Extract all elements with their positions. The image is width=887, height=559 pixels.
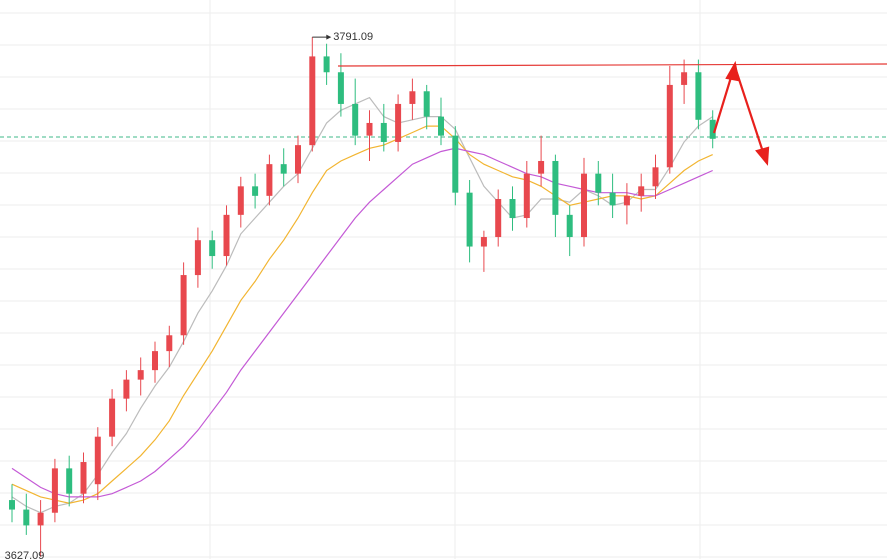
candle-body [409, 91, 416, 104]
candle-body [23, 509, 30, 526]
candle-body [452, 135, 459, 193]
candle-body [395, 103, 402, 142]
arrow-down [734, 69, 765, 153]
candle-body [180, 275, 187, 336]
max-label: 3791.09 [333, 31, 373, 43]
candle-body [595, 173, 602, 193]
candle-body [552, 160, 559, 215]
candle-body [652, 167, 659, 187]
candle-body [309, 56, 316, 146]
candle-body [252, 186, 259, 196]
candle-body [581, 173, 587, 238]
candle-body [337, 72, 344, 104]
candle-body [237, 186, 244, 215]
candle-body [352, 103, 359, 136]
arrow-up [712, 73, 734, 134]
candle-body [438, 116, 444, 136]
arrow-down-head [755, 146, 770, 166]
candle-body [623, 195, 630, 206]
max-leader-head [326, 34, 332, 40]
candle-body [194, 240, 201, 276]
candle-body [166, 335, 173, 352]
candle-body [609, 192, 616, 206]
min-label: 3627.09 [5, 550, 45, 559]
candle-body [109, 398, 116, 437]
candle-body [538, 160, 545, 174]
candle-body [366, 122, 373, 136]
candle-body [137, 370, 144, 380]
labels: 3791.09 3627.09 [5, 31, 373, 559]
plot [9, 37, 716, 557]
candle-body [66, 468, 73, 494]
candle-body [466, 192, 473, 247]
candle-body [80, 462, 87, 494]
candle-body [423, 91, 430, 117]
ma-line [11, 147, 713, 498]
candle-body [295, 145, 301, 174]
candle-body [695, 72, 702, 120]
candle-body [566, 214, 573, 238]
candle-body [523, 173, 530, 219]
candle-body [152, 351, 158, 371]
candle-body [509, 199, 516, 219]
candle-body [209, 240, 216, 257]
candle-body [638, 186, 645, 196]
candle-body [123, 379, 130, 399]
candle-body [666, 84, 673, 168]
candle-body [323, 56, 330, 73]
ma-line [11, 125, 713, 504]
forecast-arrows [712, 60, 770, 166]
candle-body [380, 122, 387, 142]
candle-body [223, 214, 230, 257]
candle-body [280, 164, 287, 174]
resistance-line [337, 63, 887, 67]
candle-body [681, 72, 688, 85]
candle-body [266, 164, 273, 196]
ma-line [11, 96, 714, 514]
candle-body [37, 512, 44, 526]
candle-body [709, 119, 716, 139]
candle-body [495, 199, 502, 238]
candle-body [480, 237, 487, 247]
candle-body [51, 468, 58, 513]
candle-body [9, 500, 15, 510]
candle-body [94, 436, 101, 485]
